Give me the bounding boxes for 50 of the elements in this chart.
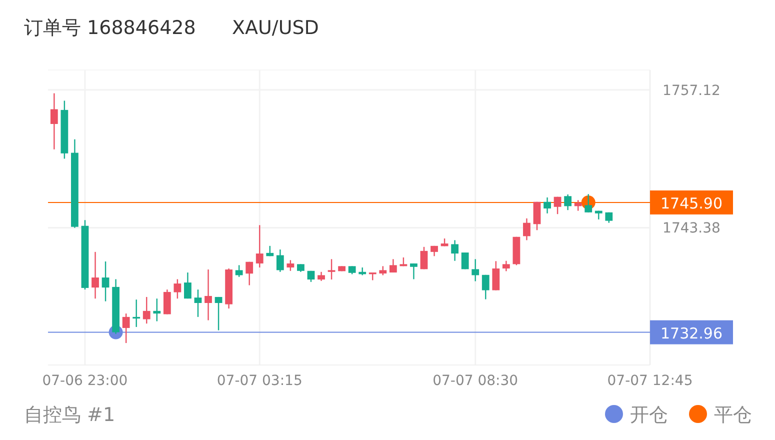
candlestick: [194, 288, 202, 318]
candlestick: [564, 194, 572, 211]
candlestick: [523, 218, 530, 241]
candlestick: [389, 258, 397, 274]
candlestick: [574, 200, 582, 212]
candlestick: [554, 196, 562, 215]
candlestick: [174, 278, 182, 300]
chart-title: 订单号 168846428: [24, 17, 196, 39]
candlestick: [132, 298, 140, 328]
candlestick: [584, 194, 592, 213]
candlestick: [482, 274, 490, 300]
candlestick: [461, 252, 469, 270]
candlestick: [235, 264, 243, 278]
candlestick: [256, 224, 264, 268]
candlestick: [246, 261, 254, 286]
legend-label: 平仓: [714, 404, 752, 426]
candlestick: [533, 201, 541, 231]
candlestick: [451, 240, 459, 262]
candlestick: [142, 296, 150, 324]
candlestick: [318, 271, 325, 282]
candlestick: [214, 296, 222, 331]
text: 自控鸟 #1: [24, 404, 116, 426]
x-tick-label: 07-07 03:15: [216, 373, 302, 389]
x-tick-label: 07-07 12:45: [607, 373, 693, 389]
candlestick: [184, 272, 192, 300]
candlestick: [379, 266, 387, 276]
candlestick: [544, 196, 551, 214]
candlestick: [163, 288, 171, 315]
candlestick: [502, 260, 510, 272]
x-tick-label: 07-07 08:30: [432, 373, 518, 389]
legend-label: 开仓: [630, 404, 668, 426]
candlestick: [328, 258, 336, 280]
ref-line-label: 1732.96: [660, 324, 723, 342]
candlestick: [122, 312, 130, 344]
y-tick-label: 1743.38: [662, 220, 720, 237]
candlestick: [286, 260, 294, 272]
candlestick: [420, 246, 428, 270]
candlestick: [472, 258, 480, 282]
candlestick: [276, 248, 284, 272]
candlestick: [92, 251, 99, 300]
x-tick-label: 07-06 23:00: [42, 373, 128, 389]
candlestick: [410, 262, 418, 280]
ref-line-label: 1745.90: [660, 194, 723, 212]
candlestick: [204, 268, 212, 321]
y-tick-label: 1757.12: [662, 82, 720, 99]
candlestick: [102, 260, 110, 302]
candlestick: [50, 92, 58, 150]
candlestick: [153, 298, 161, 322]
chart-subtitle: XAU/USD: [232, 17, 319, 39]
candlestick: [492, 260, 500, 291]
